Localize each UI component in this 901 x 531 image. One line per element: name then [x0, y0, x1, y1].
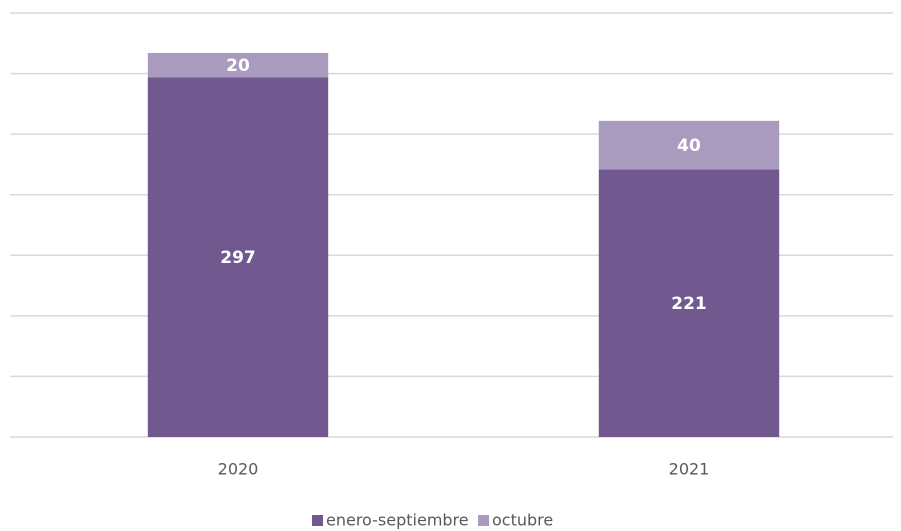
x-tick-label: 2021 [669, 460, 710, 479]
legend-swatch [312, 515, 323, 526]
bar-segment [147, 77, 329, 437]
legend-label: enero-septiembre [326, 511, 469, 530]
legend-label: octubre [492, 511, 553, 530]
data-label: 221 [671, 294, 707, 314]
bar-segment [147, 52, 329, 78]
bar-segment [598, 169, 780, 437]
data-label: 40 [677, 136, 701, 156]
bar-segment [598, 120, 780, 170]
data-label: 20 [226, 56, 250, 76]
legend-swatch [478, 515, 489, 526]
x-tick-label: 2020 [218, 460, 259, 479]
data-label: 297 [220, 248, 256, 268]
